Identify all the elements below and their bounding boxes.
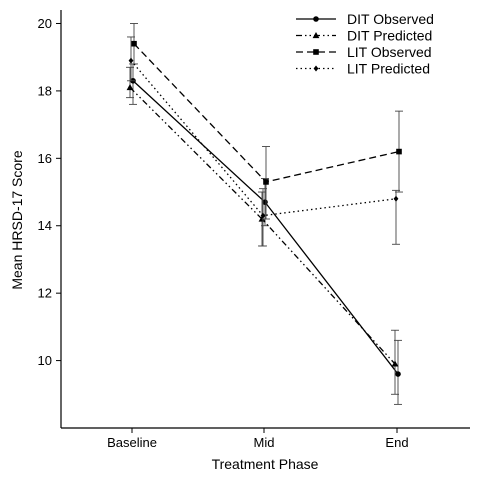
legend-item: DIT Predicted [296,28,432,44]
data-point [131,40,137,47]
series-dit-predicted [126,66,399,395]
legend-marker [313,49,319,55]
data-point [260,212,266,219]
data-point [391,360,399,367]
legend-item: LIT Observed [296,44,432,60]
y-tick-label: 10 [38,353,52,368]
series-lit-predicted [127,36,400,247]
x-tick-label: Mid [254,435,275,450]
data-point [263,179,269,185]
data-point [395,371,401,377]
data-point [396,148,402,155]
legend-label: LIT Predicted [347,61,430,77]
y-tick-label: 14 [38,218,52,233]
y-tick-label: 16 [38,151,52,166]
x-tick-label: Baseline [107,435,157,450]
y-tick-label: 20 [38,16,52,31]
legend-marker [313,65,319,72]
plot-area [126,23,403,405]
series-line [132,80,399,375]
legend-label: DIT Predicted [347,28,432,44]
data-point [126,84,134,91]
y-tick-label: 18 [38,83,52,98]
data-point [393,195,399,202]
y-axis-title: Mean HRSD-17 Score [9,150,25,289]
legend-item: DIT Observed [296,11,434,27]
legend-item: LIT Predicted [296,61,430,77]
series-dit-observed [129,63,402,405]
x-axis-title: Treatment Phase [212,456,319,472]
data-point [128,57,134,64]
error-bar [126,66,134,99]
x-tick-label: End [385,435,408,450]
legend-label: DIT Observed [347,11,434,27]
y-tick-label: 12 [38,286,52,301]
legend-marker [312,32,320,39]
axes: 10 12 14 16 18 20 Baseline Mid End [38,10,470,450]
legend-marker [313,16,319,22]
legend-label: LIT Observed [347,44,432,60]
